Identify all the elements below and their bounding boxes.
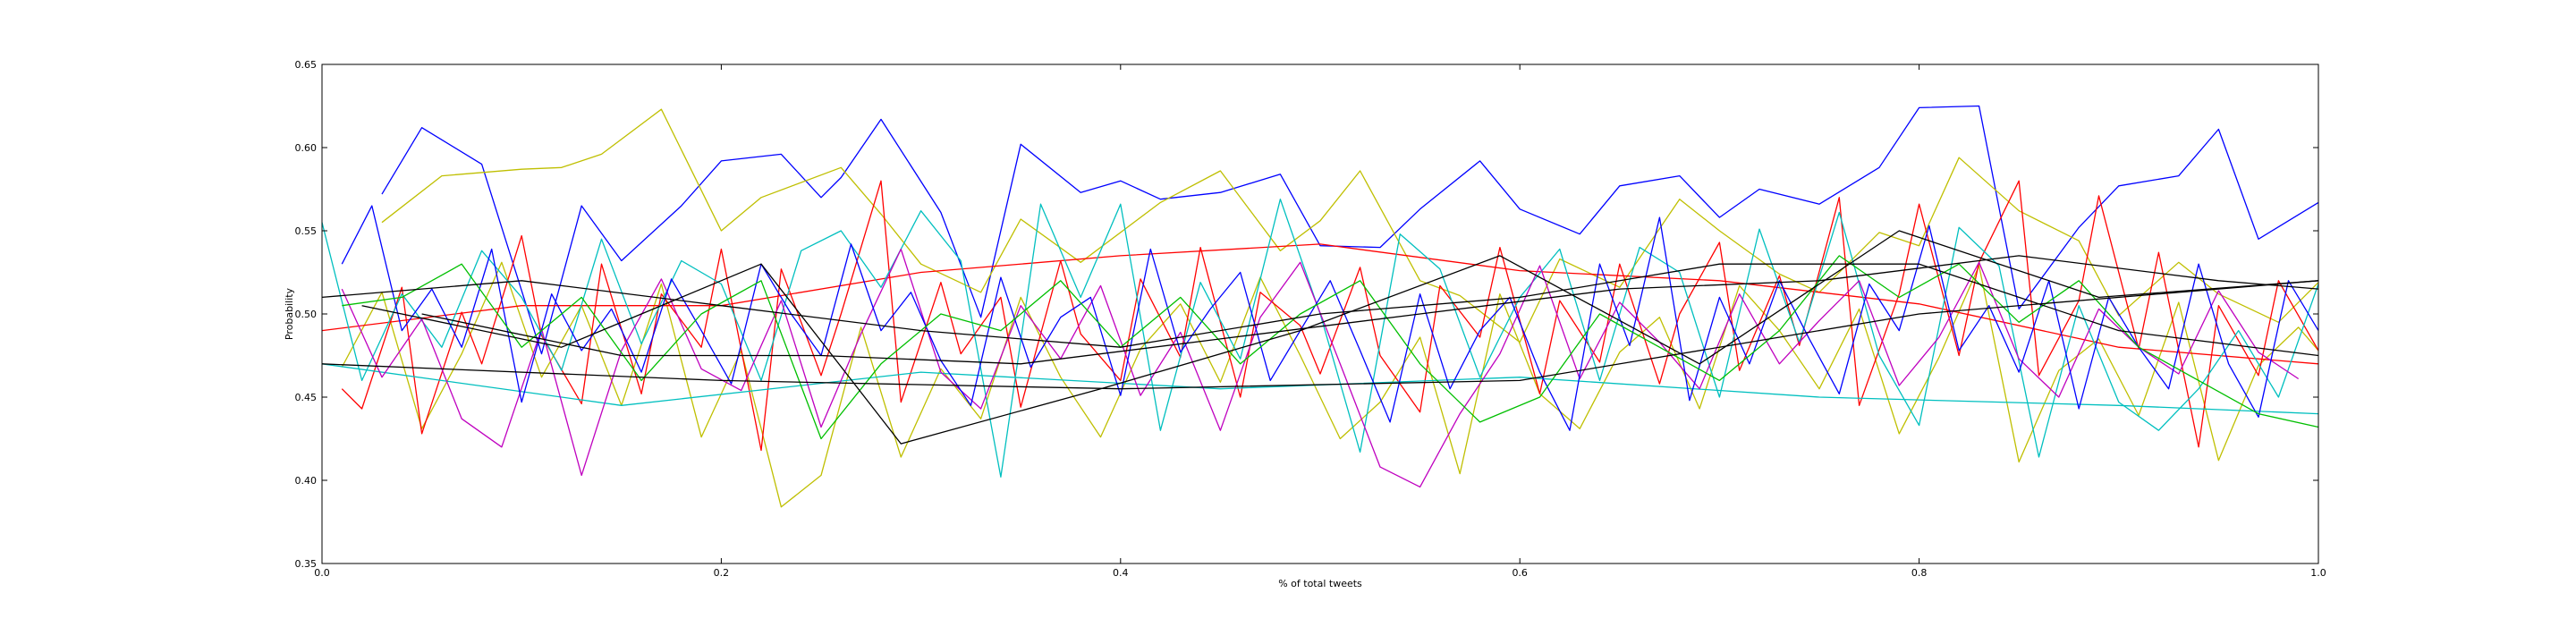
y-tick-label: 0.50 <box>295 309 318 320</box>
y-tick-label: 0.35 <box>295 558 318 570</box>
series-line-3 <box>341 261 2319 508</box>
series-line-10 <box>342 255 2319 440</box>
series-line-9 <box>341 205 2319 431</box>
series-line-6 <box>321 199 2319 478</box>
y-tick-label: 0.45 <box>295 392 318 403</box>
tick-layer: 0.0 0.2 0.4 0.6 0.8 1.0 0.35 0.40 0.45 0.50 0.55 0.… <box>295 59 2326 579</box>
series-line-12 <box>361 230 2319 445</box>
x-tick-label: 0.4 <box>1113 567 1129 579</box>
y-tick-label: 0.65 <box>295 59 318 71</box>
series-line-7 <box>321 363 2319 415</box>
y-axis-label: Probability <box>284 287 295 340</box>
x-axis-label: % of total tweets <box>1278 578 1362 589</box>
series-line-5 <box>321 243 2319 365</box>
y-tick-label: 0.60 <box>295 142 318 154</box>
x-tick-label: 1.0 <box>2310 567 2326 579</box>
x-tick-label: 0.2 <box>714 567 730 579</box>
x-tick-label: 0.0 <box>314 567 330 579</box>
series-line-1 <box>381 105 2319 355</box>
series-line-8 <box>341 248 2300 488</box>
series-line-11 <box>321 263 2319 357</box>
x-tick-label: 0.8 <box>1911 567 1928 579</box>
x-tick-label: 0.6 <box>1512 567 1528 579</box>
y-tick-label: 0.55 <box>295 225 318 237</box>
series-line-14 <box>421 255 2319 365</box>
series-line-13 <box>321 280 2319 390</box>
series-layer <box>321 105 2319 508</box>
series-line-2 <box>381 108 2319 343</box>
y-tick-label: 0.40 <box>295 475 318 487</box>
